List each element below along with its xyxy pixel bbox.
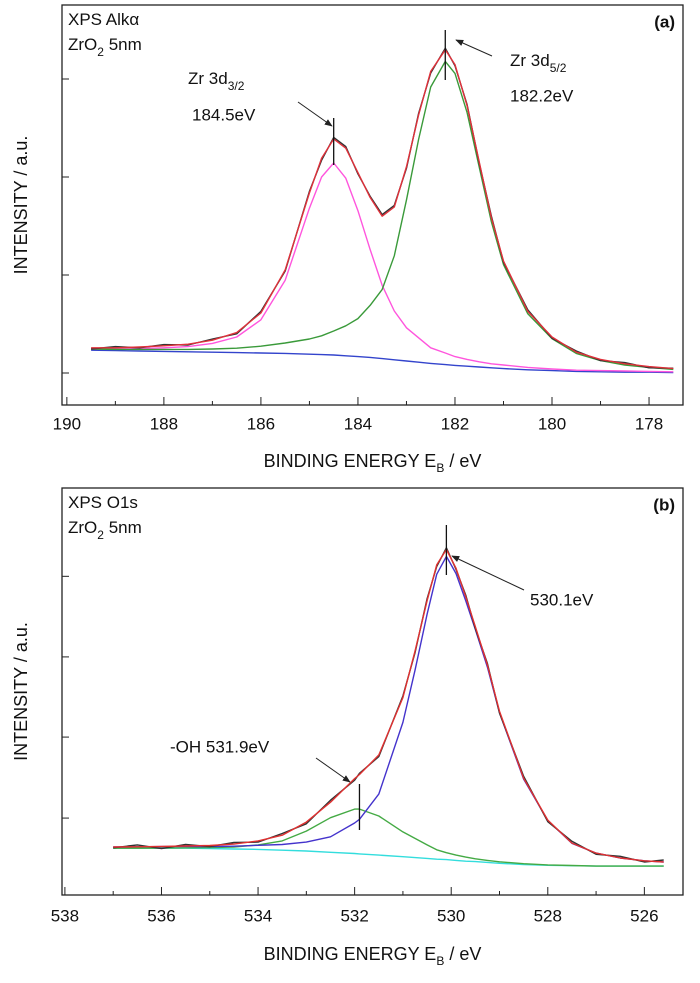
peak-label: 184.5eV	[192, 105, 256, 124]
plot-frame	[61, 4, 684, 406]
y-axis-label: INTENSITY / a.u.	[11, 622, 31, 761]
peak-name: Zr 3d5/2	[510, 51, 567, 75]
corner-text: XPS O1s	[68, 493, 138, 512]
arrow	[297, 101, 333, 127]
arrow	[451, 555, 525, 591]
corner-text-main: ZrO	[68, 35, 97, 54]
x-tick-label: 184	[344, 414, 372, 433]
corner-text-sub: 2	[97, 45, 104, 59]
spectrum-line	[91, 349, 674, 374]
spectrum-line	[91, 60, 674, 371]
x-tick-label: 534	[244, 906, 272, 925]
peak-label: 182.2eV	[510, 86, 574, 105]
peak-name: Zr 3d3/2	[188, 69, 245, 93]
y-axis-label: INTENSITY / a.u.	[11, 136, 31, 275]
peak-name-sub: 3/2	[228, 79, 245, 93]
corner-text-main: ZrO	[68, 518, 97, 537]
x-tick-label: 532	[340, 906, 368, 925]
spectrum-line	[113, 808, 664, 867]
x-axis-label: BINDING ENERGY EB / eV	[264, 451, 482, 475]
peak-name-sub: 5/2	[550, 61, 567, 75]
x-tick-label: 538	[51, 906, 79, 925]
corner-text-main: XPS O1s	[68, 493, 138, 512]
x-axis-label-tail: / eV	[444, 451, 481, 471]
corner-text: XPS Alkα	[68, 10, 139, 29]
spectrum-line	[113, 847, 664, 867]
x-tick-label: 526	[630, 906, 658, 925]
spectrum-line	[91, 162, 674, 373]
x-tick-label: 180	[538, 414, 566, 433]
corner-text-main: XPS Alkα	[68, 10, 139, 29]
x-tick-label: 528	[534, 906, 562, 925]
corner-text-tail: 5nm	[104, 35, 142, 54]
x-axis-label-main: BINDING ENERGY E	[264, 944, 437, 964]
peak-label: -OH 531.9eV	[170, 737, 270, 756]
peak-name-main: Zr 3d	[510, 51, 550, 70]
panel-label: (b)	[653, 495, 675, 514]
spectrum-line	[91, 47, 674, 369]
x-axis-label: BINDING ENERGY EB / eV	[264, 944, 482, 968]
x-tick-label: 190	[53, 414, 81, 433]
peak-label: 530.1eV	[530, 590, 594, 609]
x-tick-label: 182	[441, 414, 469, 433]
spectrum-line	[91, 49, 674, 370]
corner-text-sub: 2	[97, 528, 104, 542]
x-tick-label: 186	[247, 414, 275, 433]
x-tick-label: 536	[147, 906, 175, 925]
x-axis-label-main: BINDING ENERGY E	[264, 451, 437, 471]
panel-label: (a)	[654, 12, 675, 31]
corner-text: ZrO2 5nm	[68, 518, 142, 542]
peak-name-main: Zr 3d	[188, 69, 228, 88]
arrow	[315, 757, 351, 783]
x-axis-label-tail: / eV	[444, 944, 481, 964]
x-tick-label: 178	[635, 414, 663, 433]
corner-text-tail: 5nm	[104, 518, 142, 537]
x-axis-label-sub: B	[436, 461, 444, 475]
x-axis-label-sub: B	[436, 954, 444, 968]
spectrum-line	[113, 548, 664, 863]
arrow	[455, 39, 493, 57]
corner-text: ZrO2 5nm	[68, 35, 142, 59]
x-tick-label: 188	[150, 414, 178, 433]
x-tick-label: 530	[437, 906, 465, 925]
plot-frame	[61, 487, 684, 896]
